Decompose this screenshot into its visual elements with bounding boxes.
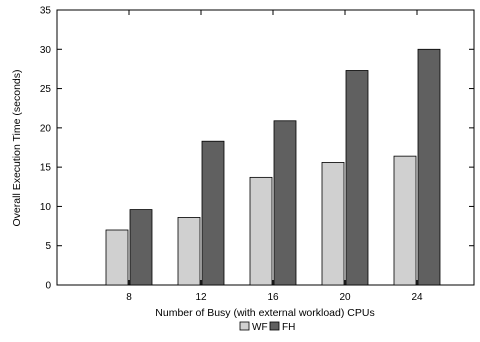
bar-fh-20 [345,70,369,286]
bar-fh-16 [273,120,297,286]
y-tick-label: 20 [40,123,52,134]
legend-swatch-wf [239,321,250,331]
y-tick-label: 25 [40,84,52,95]
legend-label-wf: WF [252,322,268,333]
y-tick-label: 0 [45,281,51,292]
y-tick-label: 30 [40,45,52,56]
bar-fh-12 [201,140,225,286]
y-axis-label: Overall Execution Time (seconds) [11,70,23,227]
y-tick-label: 10 [40,202,52,213]
bar-fh-8 [129,209,153,286]
bar-wf-8 [105,229,129,286]
x-axis-label: Number of Busy (with external workload) … [155,307,374,319]
x-tick-label: 8 [126,292,132,303]
y-tick-label: 35 [40,6,52,17]
legend-label-fh: FH [282,322,295,333]
x-tick-label: 20 [339,292,351,303]
x-tick-label: 12 [195,292,207,303]
legend: WF FH [239,321,295,333]
y-tick-label: 5 [45,241,51,252]
y-tick-label: 15 [40,163,52,174]
x-tick-label: 16 [267,292,279,303]
bar-wf-20 [321,162,345,286]
y-axis: 0 5 10 15 20 25 30 35 [40,6,474,292]
bar-wf-12 [177,217,201,286]
bars [105,48,441,286]
x-tick-label: 24 [411,292,423,303]
bar-wf-16 [249,176,273,286]
x-axis: 8 12 16 20 24 [126,10,423,303]
bar-fh-24 [417,48,441,286]
bar-wf-24 [393,155,417,286]
legend-swatch-fh [269,321,280,331]
